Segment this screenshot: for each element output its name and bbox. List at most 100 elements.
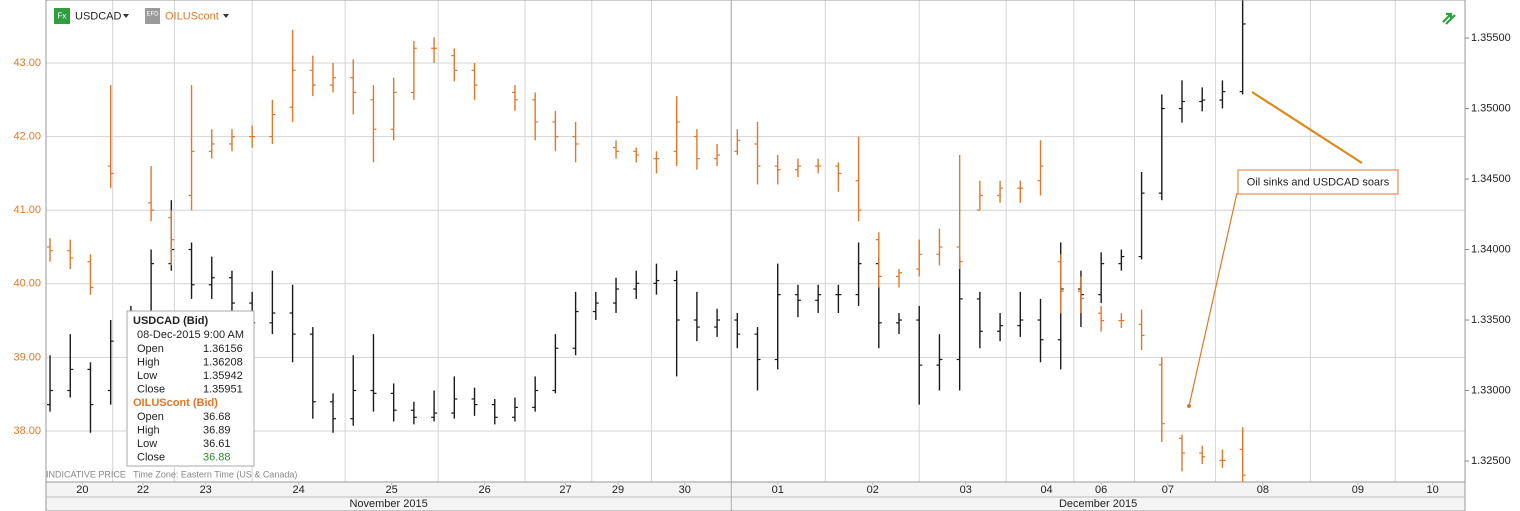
ohlc-bar bbox=[896, 312, 903, 335]
annotation-leader bbox=[1188, 192, 1238, 407]
ohlc-bar bbox=[976, 180, 983, 211]
annotation-box bbox=[1237, 169, 1399, 195]
ohlc-bar bbox=[1017, 180, 1024, 203]
ohlc-bar bbox=[532, 92, 539, 141]
ohlc-bar bbox=[653, 263, 660, 295]
x-tick-label: 02 bbox=[867, 484, 879, 496]
ohlc-bar bbox=[350, 59, 357, 115]
annotation-dot bbox=[1187, 404, 1191, 408]
ohlc-bar bbox=[734, 312, 741, 349]
y-tick-label: 39.00 bbox=[13, 351, 41, 363]
ohlc-bar bbox=[754, 121, 761, 185]
ohlc-bar bbox=[1158, 94, 1165, 201]
ohlc-bar bbox=[410, 401, 417, 425]
ohlc-bar bbox=[309, 327, 316, 419]
ohlc-bar bbox=[1037, 140, 1044, 196]
ohlc-bar bbox=[208, 256, 215, 299]
ohlc-bar bbox=[633, 147, 640, 163]
ohlc-bar bbox=[633, 270, 640, 299]
ohlc-bar bbox=[815, 158, 822, 174]
x-tick-label: 03 bbox=[960, 484, 972, 496]
ohlc-bar bbox=[148, 166, 155, 222]
y-tick-label: 38.00 bbox=[13, 425, 41, 437]
ohlc-bar bbox=[936, 334, 943, 391]
x-tick-label: 06 bbox=[1095, 484, 1107, 496]
annotation-text: Oil sinks and USDCAD soars bbox=[1247, 176, 1390, 188]
x-tick-label: 23 bbox=[200, 484, 212, 496]
legend-entry[interactable]: OILUScont bbox=[165, 10, 219, 22]
ohlc-bar bbox=[774, 154, 781, 185]
tooltip-key: High bbox=[137, 424, 160, 436]
fx-icon[interactable] bbox=[54, 8, 70, 24]
ohlc-bar bbox=[1199, 445, 1206, 465]
ohlc-bar bbox=[1098, 305, 1105, 332]
ohlc-bar bbox=[976, 291, 983, 349]
efd-icon[interactable] bbox=[145, 8, 160, 24]
ohlc-bar bbox=[835, 284, 842, 313]
x-tick-label: 10 bbox=[1427, 484, 1439, 496]
ohlc-bar bbox=[956, 256, 963, 391]
x-tick-label: 27 bbox=[559, 484, 571, 496]
x-tick-label: 29 bbox=[612, 484, 624, 496]
tooltip-value: 36.61 bbox=[203, 438, 231, 450]
ohlc-bar bbox=[1077, 276, 1084, 314]
legend-entry[interactable]: USDCAD bbox=[75, 10, 122, 22]
ohlc-bar bbox=[835, 162, 842, 192]
ohlc-bar bbox=[330, 393, 337, 433]
ohlc-bar bbox=[613, 140, 620, 159]
ohlc-bar bbox=[997, 180, 1004, 203]
ohlc-bar bbox=[390, 383, 397, 422]
x-tick-label: 04 bbox=[1040, 484, 1052, 496]
ohlc-bar bbox=[107, 85, 114, 189]
ohlc-bar bbox=[673, 96, 680, 167]
ohlc-bar bbox=[1037, 298, 1044, 363]
tooltip-value: 36.89 bbox=[203, 424, 231, 436]
y-tick-label: 42.00 bbox=[13, 131, 41, 143]
ohlc-bar bbox=[896, 269, 903, 288]
annotation-arrow bbox=[1251, 91, 1363, 164]
efd-icon-label: EFD bbox=[147, 12, 160, 18]
tooltip-box bbox=[126, 310, 255, 467]
y2-tick-label: 1.35000 bbox=[1471, 102, 1511, 114]
ohlc-bar bbox=[774, 263, 781, 370]
tooltip: USDCAD (Bid) 08-Dec-2015 9:00 AM Open 1.361… bbox=[126, 310, 255, 467]
ohlc-bar bbox=[168, 210, 175, 266]
tooltip-value: 1.35951 bbox=[203, 383, 243, 395]
ohlc-bar bbox=[1138, 309, 1145, 351]
tooltip-key: Open bbox=[137, 411, 164, 423]
y2-tick-label: 1.33500 bbox=[1471, 314, 1511, 326]
tooltip-title: OILUScont (Bid) bbox=[133, 397, 218, 409]
x-tick-label: 20 bbox=[76, 484, 88, 496]
x-tick-label: 07 bbox=[1162, 484, 1174, 496]
month-label: November 2015 bbox=[349, 498, 427, 510]
ohlc-bar bbox=[47, 238, 54, 262]
tooltip-value: 1.35942 bbox=[203, 370, 243, 382]
ohlc-bar bbox=[794, 158, 801, 178]
dropdown-arrow[interactable] bbox=[223, 14, 229, 18]
tooltip-key: Low bbox=[137, 370, 157, 382]
ohlc-bar bbox=[269, 270, 276, 335]
x-tick-label: 24 bbox=[293, 484, 305, 496]
x-tick-label: 22 bbox=[137, 484, 149, 496]
ohlc-bar bbox=[67, 239, 74, 270]
ohlc-bar bbox=[693, 291, 700, 342]
dropdown-arrow[interactable] bbox=[123, 14, 129, 18]
ohlc-bar bbox=[572, 291, 579, 356]
x-tick-label: 08 bbox=[1257, 484, 1269, 496]
ohlc-bar bbox=[552, 334, 559, 394]
ohlc-bar bbox=[1199, 87, 1206, 112]
ohlc-bar bbox=[613, 277, 620, 313]
tooltip-key: Open bbox=[137, 343, 164, 355]
ohlc-bar bbox=[794, 284, 801, 318]
ohlc-bar bbox=[653, 151, 660, 174]
ohlc-bar bbox=[673, 270, 680, 377]
ohlc-bar bbox=[188, 242, 195, 299]
ohlc-bar bbox=[289, 29, 296, 122]
ohlc-bar bbox=[1219, 449, 1226, 468]
footer-note: INDICATIVE PRICE Time Zone: Eastern Time… bbox=[46, 469, 297, 479]
ohlc-bar bbox=[1098, 252, 1105, 304]
ohlc-bar bbox=[208, 129, 215, 159]
trend-icon[interactable] bbox=[1442, 12, 1456, 25]
ohlc-bar bbox=[1138, 171, 1145, 260]
